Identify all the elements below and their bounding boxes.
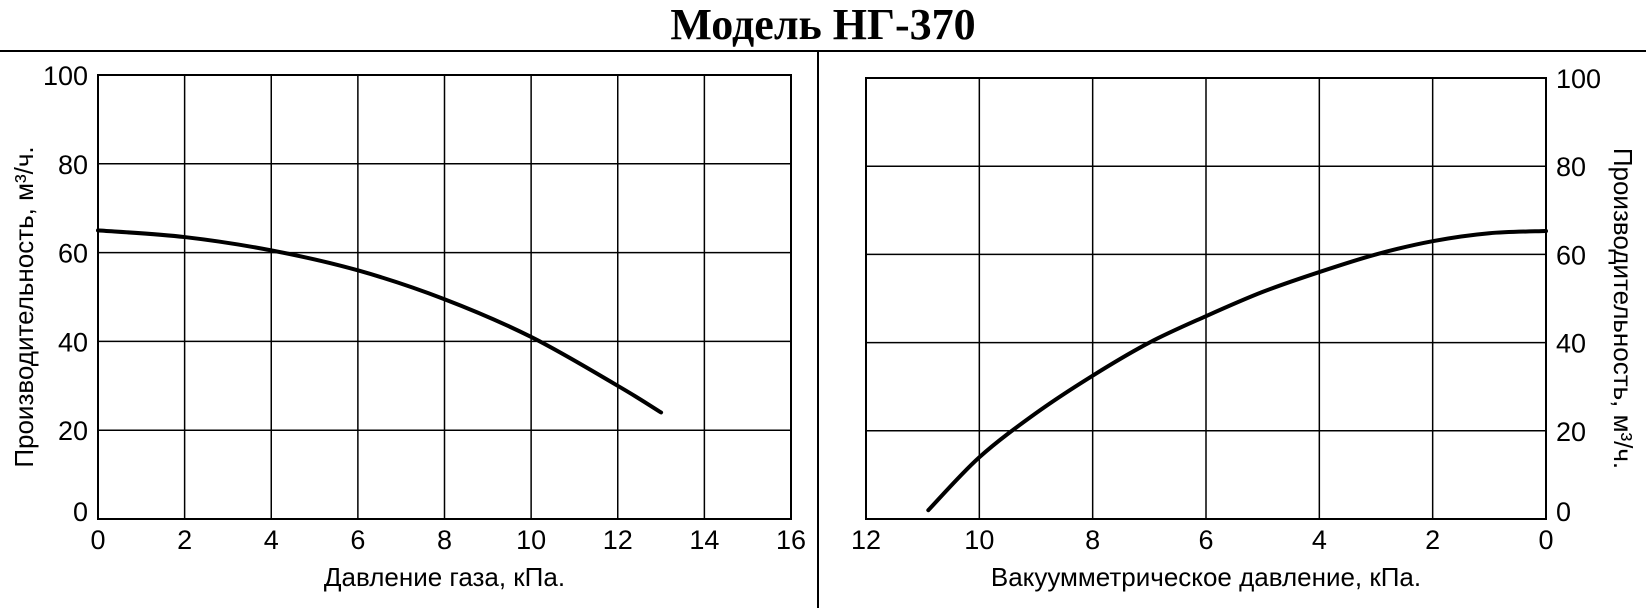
x-tick-label: 8 bbox=[1085, 525, 1100, 555]
plot-frame bbox=[865, 77, 1547, 520]
y-tick-label: 40 bbox=[58, 327, 88, 357]
x-axis-label: Давление газа, кПа. bbox=[324, 562, 565, 592]
series-line bbox=[96, 228, 664, 415]
y-axis-label: Производительность, м³/ч. bbox=[9, 146, 39, 467]
y-tick-label: 0 bbox=[1556, 497, 1571, 527]
x-tick-label: 2 bbox=[1425, 525, 1440, 555]
plot-frame bbox=[97, 74, 792, 520]
series-line bbox=[926, 229, 1548, 513]
x-tick-label: 0 bbox=[1538, 525, 1553, 555]
x-tick-label: 16 bbox=[776, 525, 806, 555]
y-tick-label: 60 bbox=[1556, 240, 1586, 270]
x-tick-label: 14 bbox=[689, 525, 719, 555]
pressure-chart: 0 2 4 6 8 10 12 14 16 0 20 40 60 80 100 Давление газа, … bbox=[9, 61, 806, 592]
y-tick-label: 20 bbox=[1556, 417, 1586, 447]
y-tick-label: 80 bbox=[1556, 152, 1586, 182]
x-tick-label: 12 bbox=[603, 525, 633, 555]
y-tick-label: 20 bbox=[58, 416, 88, 446]
y-tick-label: 80 bbox=[58, 150, 88, 180]
x-tick-label: 6 bbox=[1198, 525, 1213, 555]
x-tick-label: 8 bbox=[437, 525, 452, 555]
y-tick-label: 100 bbox=[43, 61, 88, 91]
x-tick-label: 4 bbox=[1312, 525, 1327, 555]
x-tick-label: 4 bbox=[264, 525, 279, 555]
x-tick-label: 10 bbox=[516, 525, 546, 555]
y-tick-label: 0 bbox=[73, 497, 88, 527]
y-tick-label: 100 bbox=[1556, 64, 1601, 94]
page-title: Модель НГ-370 bbox=[670, 0, 976, 49]
y-axis-label: Производительность, м³/ч. bbox=[1608, 148, 1638, 469]
x-tick-label: 2 bbox=[177, 525, 192, 555]
x-tick-label: 0 bbox=[90, 525, 105, 555]
x-tick-label: 12 bbox=[851, 525, 881, 555]
y-tick-label: 40 bbox=[1556, 329, 1586, 359]
y-tick-label: 60 bbox=[58, 239, 88, 269]
x-tick-label: 6 bbox=[350, 525, 365, 555]
x-axis-label: Вакуумметрическое давление, кПа. bbox=[991, 562, 1421, 592]
x-tick-label: 10 bbox=[964, 525, 994, 555]
